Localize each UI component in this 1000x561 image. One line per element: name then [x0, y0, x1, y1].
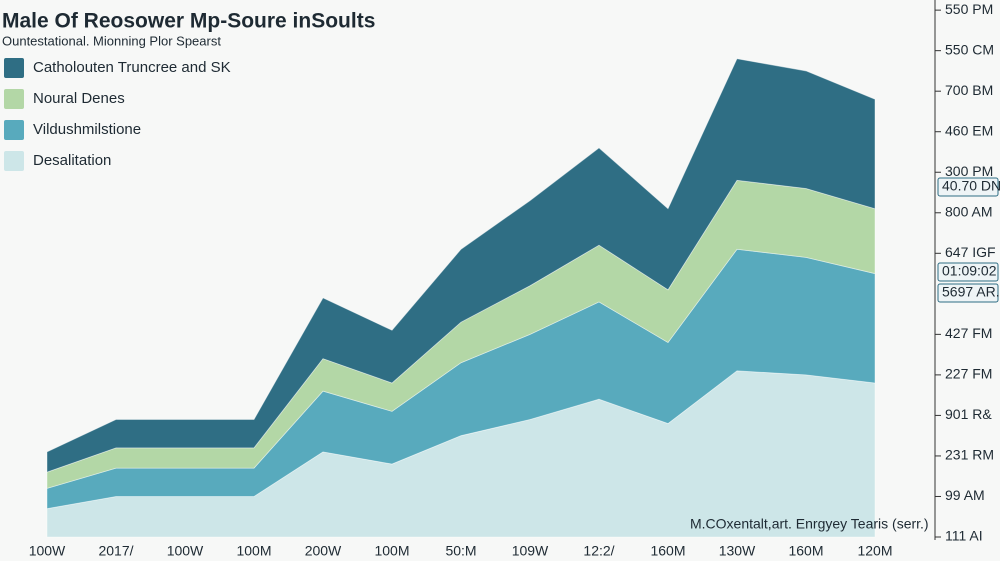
x-tick-label: 200W [305, 543, 342, 559]
badge [937, 262, 999, 282]
area [46, 58, 876, 473]
y-tick-label: 550 CM [945, 41, 994, 57]
y-tick-label: 300 PM [945, 163, 993, 179]
x-tick-label: 120M [857, 543, 892, 559]
plot-area [46, 58, 876, 538]
y-tick-label: 700 BM [945, 82, 993, 98]
y-tick-label: 901 R& [945, 406, 992, 422]
y-tick-label: 800 AM [945, 203, 992, 219]
y-tick-label: 111 AI [945, 528, 983, 544]
legend-label: Vildushmilstione [33, 121, 141, 138]
legend-swatch [4, 151, 24, 171]
badge [937, 177, 999, 197]
badge-label: 01:09:02 [942, 263, 997, 279]
legend-swatch [4, 120, 24, 140]
y-tick-label: 99 AM [945, 487, 985, 503]
y-tick-label: 427 FM [945, 325, 992, 341]
x-tick-label: 130W [719, 543, 756, 559]
x-tick-label: 109W [512, 543, 549, 559]
x-tick-label: 100W [167, 543, 204, 559]
x-tick-label: 50:M [445, 543, 476, 559]
x-tick-label: 160M [788, 543, 823, 559]
x-tick-label: 2017/ [98, 543, 133, 559]
x-tick-label: 100W [29, 543, 66, 559]
x-tick-label: 100M [236, 543, 271, 559]
legend-swatch [4, 58, 24, 78]
badge [937, 283, 999, 303]
y-tick-label: 231 RM [945, 447, 994, 463]
annotation: M.COxentalt,art. Enrgyey Tearis (serr.) [690, 516, 929, 532]
x-tick-label: 12:2/ [583, 543, 614, 559]
x-tick-label: 160M [650, 543, 685, 559]
legend-label: Noural Denes [33, 90, 125, 107]
badge-label: 40.70 DN [942, 178, 1000, 194]
x-tick-label: 100M [374, 543, 409, 559]
y-tick-label: 647 IGF [945, 244, 996, 260]
y-tick-label: 227 FM [945, 366, 992, 382]
y-tick-label: 460 EM [945, 122, 993, 138]
chart-subtitle: Ountestational. Mionning Plor Spearst [2, 33, 221, 48]
legend-label: Catholouten Truncree and SK [33, 59, 231, 76]
legend-label: Desalitation [33, 152, 111, 169]
badge-label: 5697 AR. [942, 284, 1000, 300]
legend-swatch [4, 89, 24, 109]
chart-title: Male Of Reosower Mp-Soure inSoults [2, 10, 375, 33]
y-tick-label: 550 PM [945, 1, 993, 17]
